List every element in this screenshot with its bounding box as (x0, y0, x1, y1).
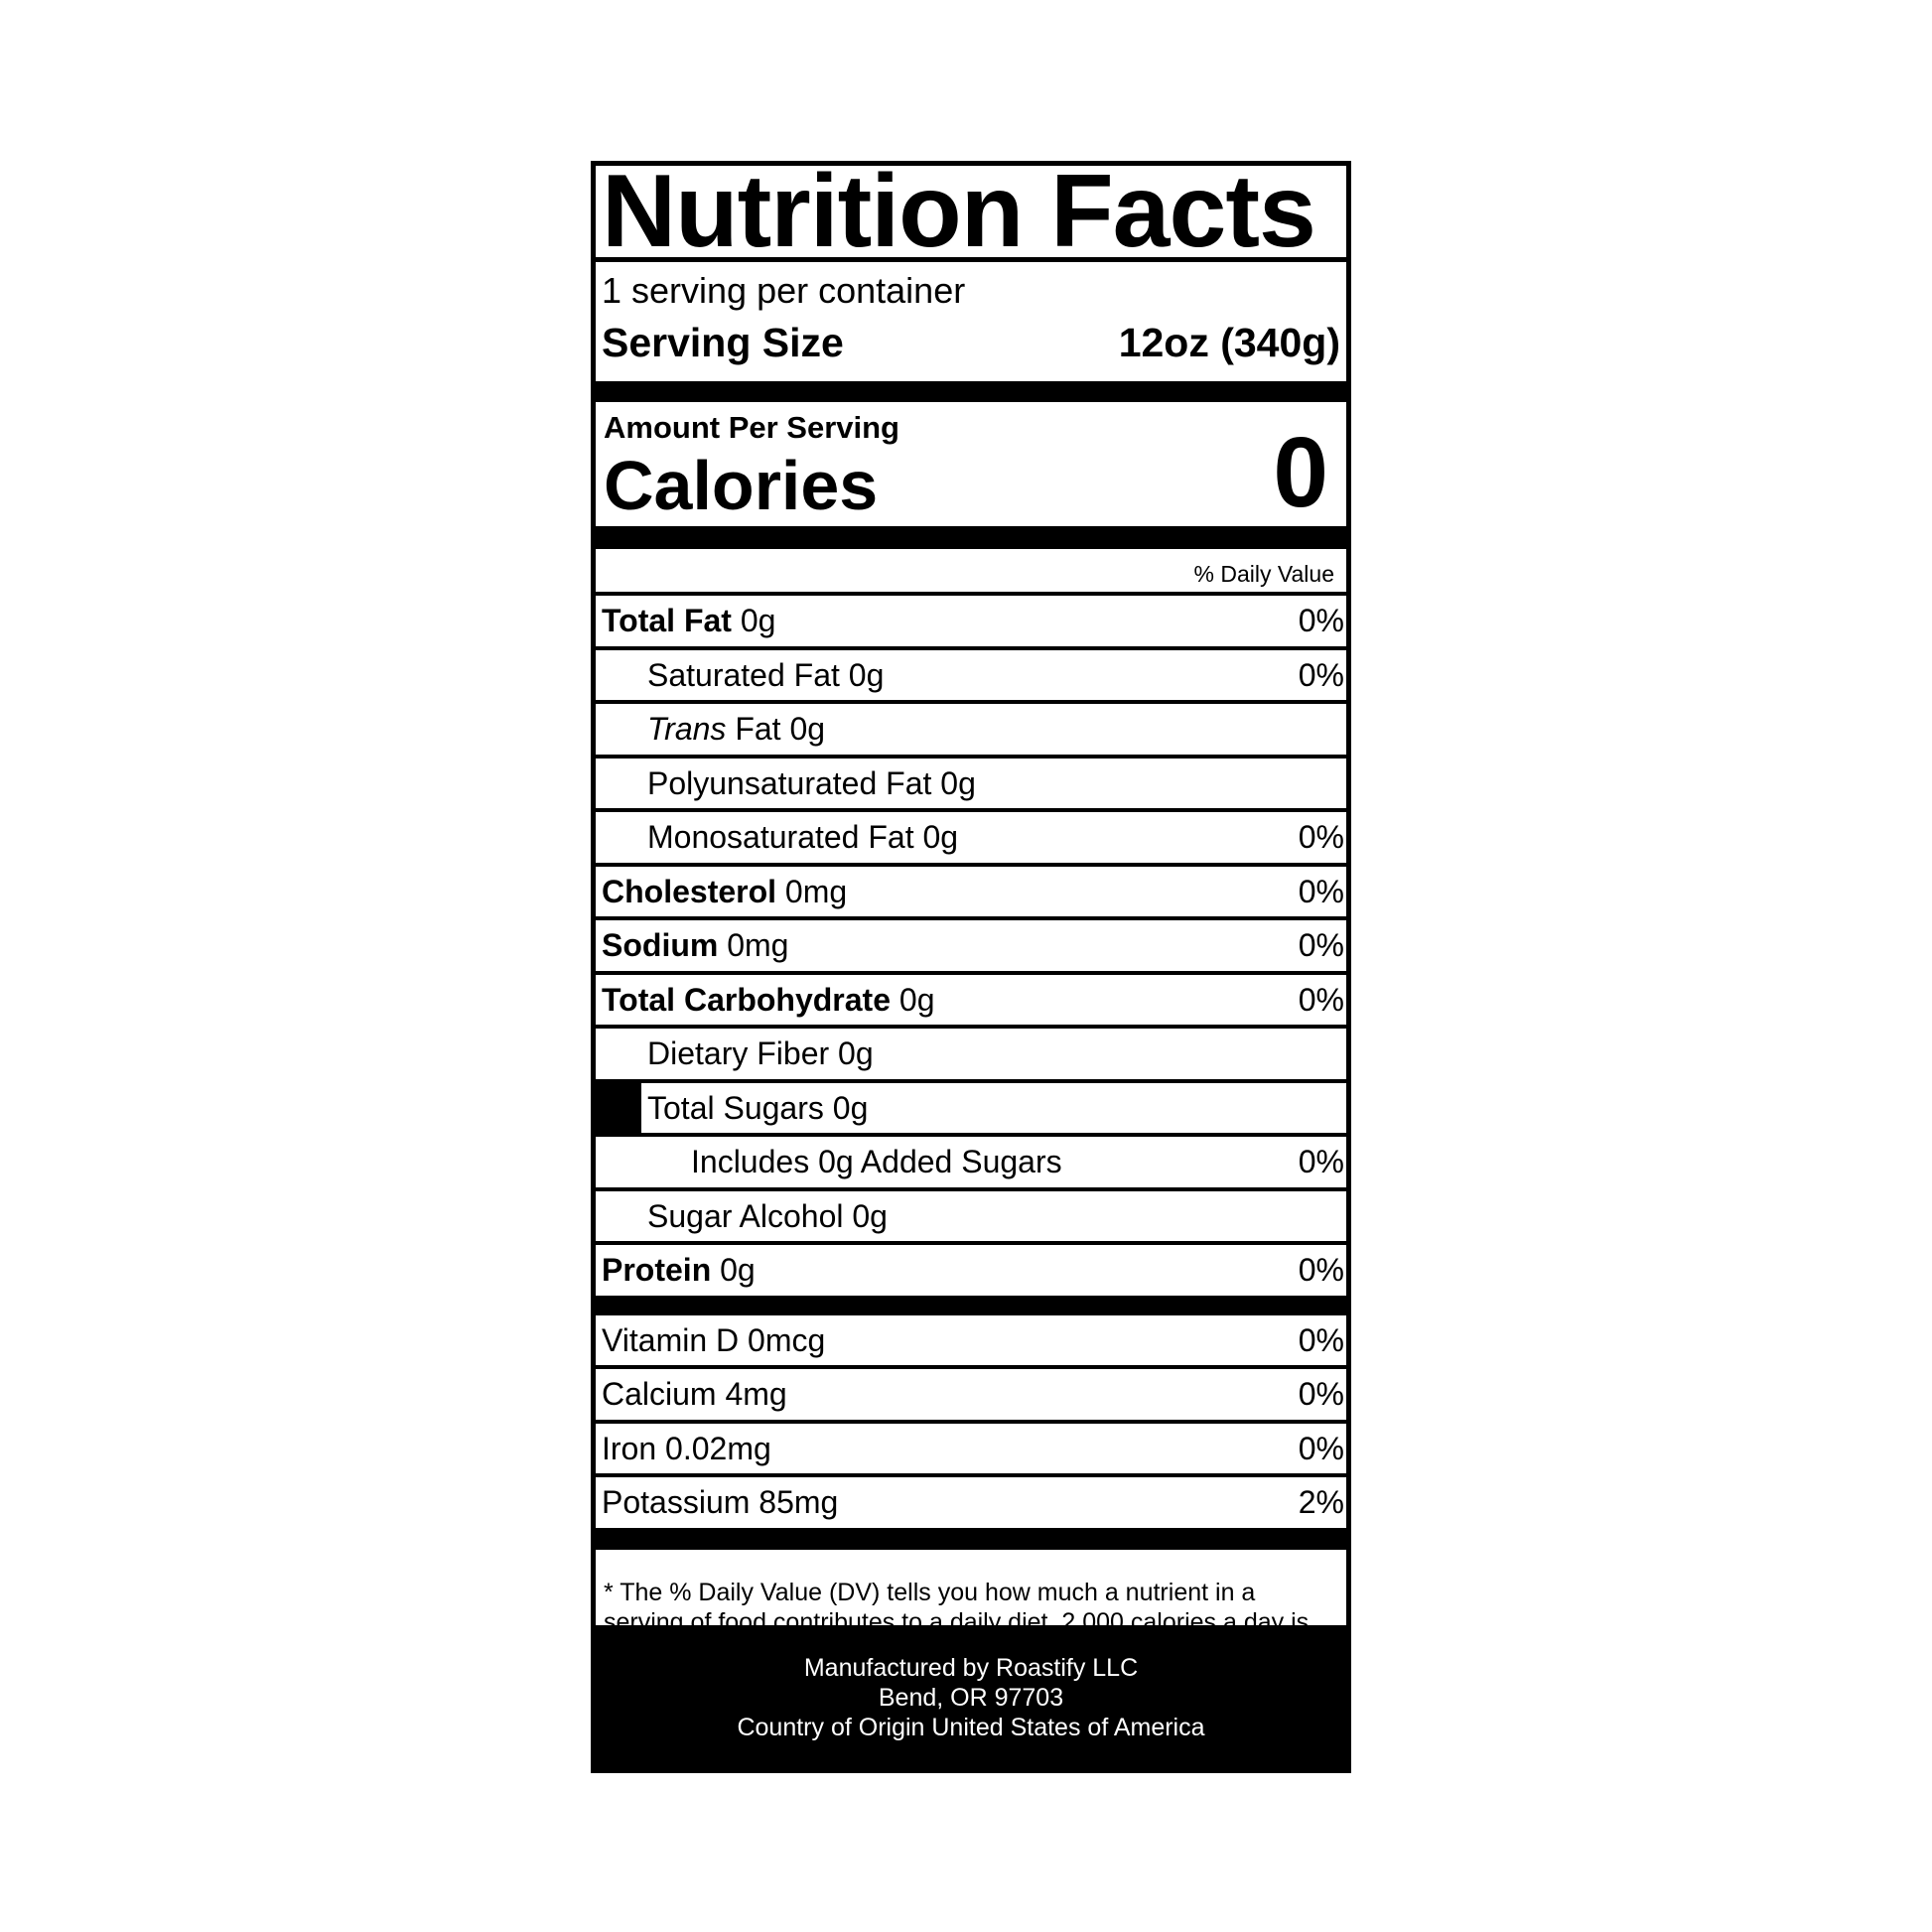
nutrient-name: Protein (602, 1252, 712, 1288)
label-title: Nutrition Facts (596, 166, 1346, 257)
vitamin-name: Iron (602, 1430, 657, 1466)
nutrient-name: Trans (647, 711, 727, 747)
nutrient-dv: 0% (1298, 1144, 1344, 1179)
daily-value-header: % Daily Value (596, 549, 1346, 592)
nutrient-row-saturated-fat: Saturated Fat 0g 0% (596, 649, 1346, 700)
nutrient-name: Total Sugars (647, 1089, 824, 1126)
nutrient-row-trans-fat: Trans Fat 0g (596, 704, 1346, 755)
nutrient-name: Dietary Fiber (647, 1035, 830, 1071)
serving-section: 1 serving per container Serving Size 12o… (596, 262, 1346, 381)
nutrient-row-sodium: Sodium 0mg 0% (596, 920, 1346, 971)
country-of-origin: Country of Origin United States of Ameri… (737, 1714, 1205, 1741)
vitamin-dv: 0% (1298, 1430, 1344, 1466)
nutrient-amount: 0g (852, 1197, 888, 1234)
nutrient-name: Saturated Fat (647, 656, 840, 693)
vitamin-row-iron: Iron 0.02mg 0% (596, 1423, 1346, 1473)
nutrition-facts-label: Nutrition Facts 1 serving per container … (591, 161, 1351, 1773)
nutrient-name: Total Fat (602, 603, 732, 638)
nutrient-amount: 0mg (727, 927, 789, 963)
vitamin-dv: 2% (1298, 1484, 1344, 1520)
vitamin-amount: 4mg (725, 1376, 787, 1412)
vitamin-name: Vitamin D (602, 1321, 740, 1358)
manufacturer-info: Manufactured by Roastify LLC Bend, OR 97… (591, 1625, 1351, 1773)
nutrient-dv: 0% (1298, 819, 1344, 855)
nutrient-dv: 0% (1298, 927, 1344, 963)
vitamin-amount: 0mcg (748, 1321, 826, 1358)
nutrient-row-total-sugars: Total Sugars 0g (641, 1082, 1346, 1137)
nutrient-dv: 0% (1298, 981, 1344, 1018)
calories-value: 0 (1273, 417, 1328, 528)
nutrient-row-total-carbohydrate: Total Carbohydrate 0g 0% (596, 974, 1346, 1025)
manufacturer-address: Bend, OR 97703 (878, 1684, 1064, 1712)
serving-size-label: Serving Size (602, 320, 844, 365)
nutrient-amount: 0g (898, 981, 935, 1018)
nutrient-amount: 0g (740, 603, 776, 638)
nutrient-row-sugar-alcohol: Sugar Alcohol 0g (596, 1190, 1346, 1241)
calories-section: Amount Per Serving Calories 0 (596, 402, 1346, 528)
nutrient-name: Includes 0g Added Sugars (691, 1144, 1062, 1179)
nutrient-name: Sodium (602, 927, 719, 963)
nutrient-amount: 0g (720, 1252, 756, 1288)
nutrient-dv: 0% (1298, 603, 1344, 638)
vitamin-row-vitamin-d: Vitamin D 0mcg 0% (596, 1314, 1346, 1365)
calories-label: Calories (604, 447, 879, 524)
nutrient-row-protein: Protein 0g 0% (596, 1245, 1346, 1296)
nutrient-dv: 0% (1298, 656, 1344, 693)
vitamin-row-calcium: Calcium 4mg 0% (596, 1369, 1346, 1420)
manufacturer-name: Manufactured by Roastify LLC (803, 1654, 1139, 1682)
nutrient-dv: 0% (1298, 873, 1344, 909)
servings-per-container: 1 serving per container (602, 270, 966, 311)
vitamin-dv: 0% (1298, 1376, 1344, 1412)
nutrient-name: Monosaturated Fat (647, 819, 914, 855)
vitamin-amount: 0.02mg (665, 1430, 771, 1466)
nutrient-amount: 0mg (784, 873, 848, 909)
nutrient-name: Cholesterol (602, 873, 777, 909)
vitamin-name: Potassium (602, 1484, 751, 1520)
vitamin-dv: 0% (1298, 1321, 1344, 1358)
vitamin-name: Calcium (602, 1376, 717, 1412)
nutrient-row-dietary-fiber: Dietary Fiber 0g (596, 1029, 1346, 1079)
nutrient-dv: 0% (1298, 1252, 1344, 1288)
nutrient-amount: 0g (922, 819, 959, 855)
vitamin-amount: 85mg (759, 1484, 839, 1520)
nutrient-row-monosaturated-fat: Monosaturated Fat 0g 0% (596, 812, 1346, 863)
nutrient-amount: 0g (940, 764, 976, 801)
nutrient-name: Sugar Alcohol (647, 1197, 844, 1234)
nutrient-amount: 0g (848, 656, 885, 693)
nutrient-name: Polyunsaturated Fat (647, 764, 932, 801)
nutrient-amount: 0g (832, 1089, 869, 1126)
nutrient-name: Total Carbohydrate (602, 981, 891, 1018)
vitamin-row-potassium: Potassium 85mg 2% (596, 1477, 1346, 1528)
nutrient-row-added-sugars: Includes 0g Added Sugars 0% (596, 1137, 1346, 1187)
nutrient-amount: 0g (838, 1035, 874, 1071)
nutrient-row-total-fat: Total Fat 0g 0% (596, 596, 1346, 646)
amount-per-serving: Amount Per Serving (604, 410, 899, 445)
nutrient-row-polyunsaturated-fat: Polyunsaturated Fat 0g (596, 758, 1346, 808)
serving-size-value: 12oz (340g) (1118, 320, 1340, 365)
nutrient-row-cholesterol: Cholesterol 0mg 0% (596, 866, 1346, 916)
nutrient-name-rest: Fat (735, 711, 781, 747)
nutrient-amount: 0g (789, 711, 826, 747)
